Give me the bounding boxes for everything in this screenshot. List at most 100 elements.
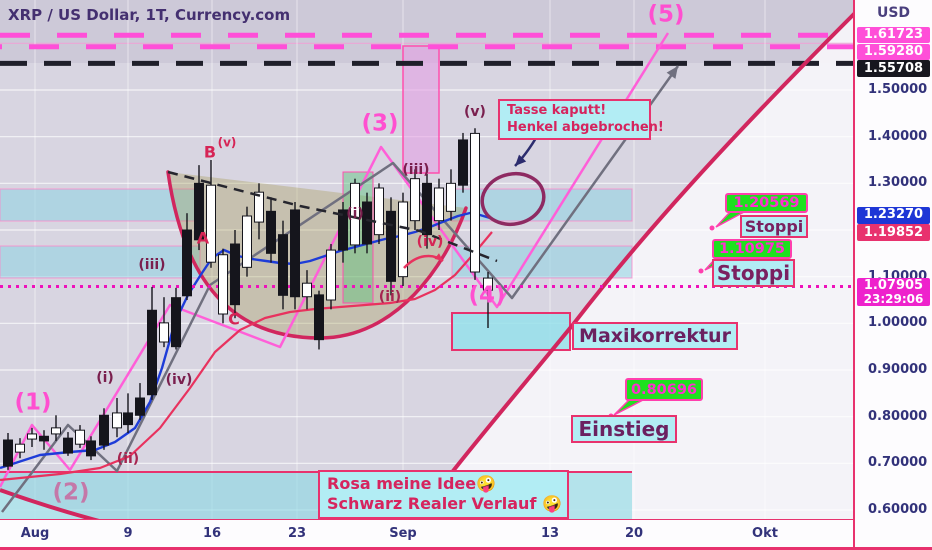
wave-label: C (228, 310, 240, 329)
note-stoppi-2[interactable]: Stoppi (712, 259, 795, 287)
wave-label: (iv) (166, 372, 193, 388)
wave-label: (1) (14, 390, 51, 416)
note-legend-line2: Schwarz Realer Verlauf 🤪 (327, 494, 562, 514)
price-tag: 1.07905 23:29:06 (857, 278, 930, 307)
candle (314, 294, 324, 341)
wave-label: (v) (218, 136, 237, 150)
candle (159, 322, 169, 343)
time-tick-label: 9 (123, 526, 133, 541)
candle (3, 439, 13, 467)
price-callout[interactable]: 0.80696 (625, 378, 703, 401)
candle (147, 309, 157, 396)
wave-label: A (197, 229, 210, 248)
wave-label: (i) (346, 206, 364, 222)
candle (266, 210, 276, 254)
candle (182, 229, 192, 297)
candle (422, 182, 432, 236)
callout-dot (709, 225, 715, 231)
wave-label: (iii) (138, 257, 165, 273)
candle (434, 187, 444, 222)
note-tasse-line1: Tasse kaputt! (507, 103, 607, 118)
bottom-border (0, 547, 932, 550)
price-tick-label: 1.30000 (868, 175, 928, 191)
wave-label: (i) (96, 370, 114, 386)
cyan-zone (0, 188, 201, 222)
candle (362, 201, 372, 245)
arrowhead (666, 66, 678, 79)
wave-label: (v) (464, 104, 486, 120)
wave-label: (iii) (402, 162, 429, 178)
wave-label: (5) (647, 2, 684, 28)
price-callout[interactable]: 1.20569 (725, 193, 808, 213)
candle (470, 132, 480, 273)
black-dashed-trendline (167, 170, 498, 263)
candle (86, 440, 96, 457)
time-tick-label: 13 (540, 526, 560, 541)
candle (242, 215, 252, 268)
price-axis[interactable]: USD 1.50000 1.40000 1.30000 1.10000 1.00000 0… (853, 0, 932, 550)
price-tick-label: 1.50000 (868, 82, 928, 97)
candle (338, 209, 348, 251)
note-tasse-line2: Henkel abgebrochen! (507, 119, 664, 135)
candle (326, 249, 336, 301)
note-legend-idea[interactable]: Rosa meine Idee🤪 Schwarz Realer Verlauf … (318, 470, 569, 519)
candle (135, 397, 145, 416)
price-tag: 1.61723 (857, 27, 930, 44)
time-tick-label: Okt (752, 526, 778, 541)
wave-label: B (204, 143, 216, 162)
note-stoppi-1[interactable]: Stoppi (740, 215, 808, 238)
price-tick-label: 0.60000 (868, 502, 928, 517)
time-tick-label: Aug (20, 526, 50, 541)
symbol-title[interactable]: XRP / US Dollar, 1T, Currency.com (8, 6, 291, 24)
candle (398, 201, 408, 278)
candle (123, 412, 133, 426)
candle (206, 184, 216, 263)
time-tick-label: 16 (202, 526, 222, 541)
maxikorrektur-zone (451, 312, 571, 351)
time-tick-label: Sep (389, 526, 417, 541)
candle (278, 234, 288, 296)
price-tag: 1.59280 (857, 43, 930, 60)
candle (458, 139, 468, 186)
ellipse-annotation (480, 171, 546, 227)
time-axis[interactable]: Aug 9 16 23 Sep 13 20 Okt (0, 520, 853, 550)
candle (194, 182, 204, 241)
price-tag: 1.19852 (857, 224, 930, 242)
candle (410, 178, 420, 222)
candles-layer (3, 128, 493, 470)
time-tick-label: 20 (624, 526, 644, 541)
wave-label: (ii) (379, 289, 401, 305)
time-tick-label: 23 (287, 526, 307, 541)
cyan-zone (451, 245, 633, 279)
arrowhead (515, 154, 527, 166)
candle (63, 437, 73, 454)
price-tick-label: 0.70000 (868, 455, 928, 471)
price-tick-label: 0.80000 (868, 408, 928, 424)
note-tasse-kaputt[interactable]: Tasse kaputt! Henkel abgebrochen! (498, 99, 664, 141)
candle (51, 427, 61, 435)
candle (386, 210, 396, 282)
candle (15, 443, 25, 453)
note-maxikorrektur[interactable]: Maxikorrektur (572, 322, 738, 350)
price-tag: 1.23270 (857, 206, 930, 224)
candle (290, 209, 300, 298)
candle (99, 414, 109, 446)
wave-label: (iv) (417, 234, 444, 250)
wave-label: (2) (52, 480, 89, 506)
candle (483, 277, 493, 291)
candle (218, 254, 228, 315)
note-einstieg[interactable]: Einstieg (571, 415, 677, 443)
candle (230, 243, 240, 306)
candle (374, 187, 384, 236)
price-callout[interactable]: 1.10975 (712, 239, 792, 259)
currency-label: USD (876, 5, 911, 21)
price-tick-label: 0.90000 (868, 362, 928, 377)
price-tick-label: 1.40000 (868, 128, 928, 144)
price-tick-label: 1.00000 (868, 315, 928, 331)
pink-projection-path (0, 32, 670, 488)
price-tag: 1.55708 (857, 60, 930, 78)
candle (27, 433, 37, 440)
arrowhead (434, 253, 443, 261)
